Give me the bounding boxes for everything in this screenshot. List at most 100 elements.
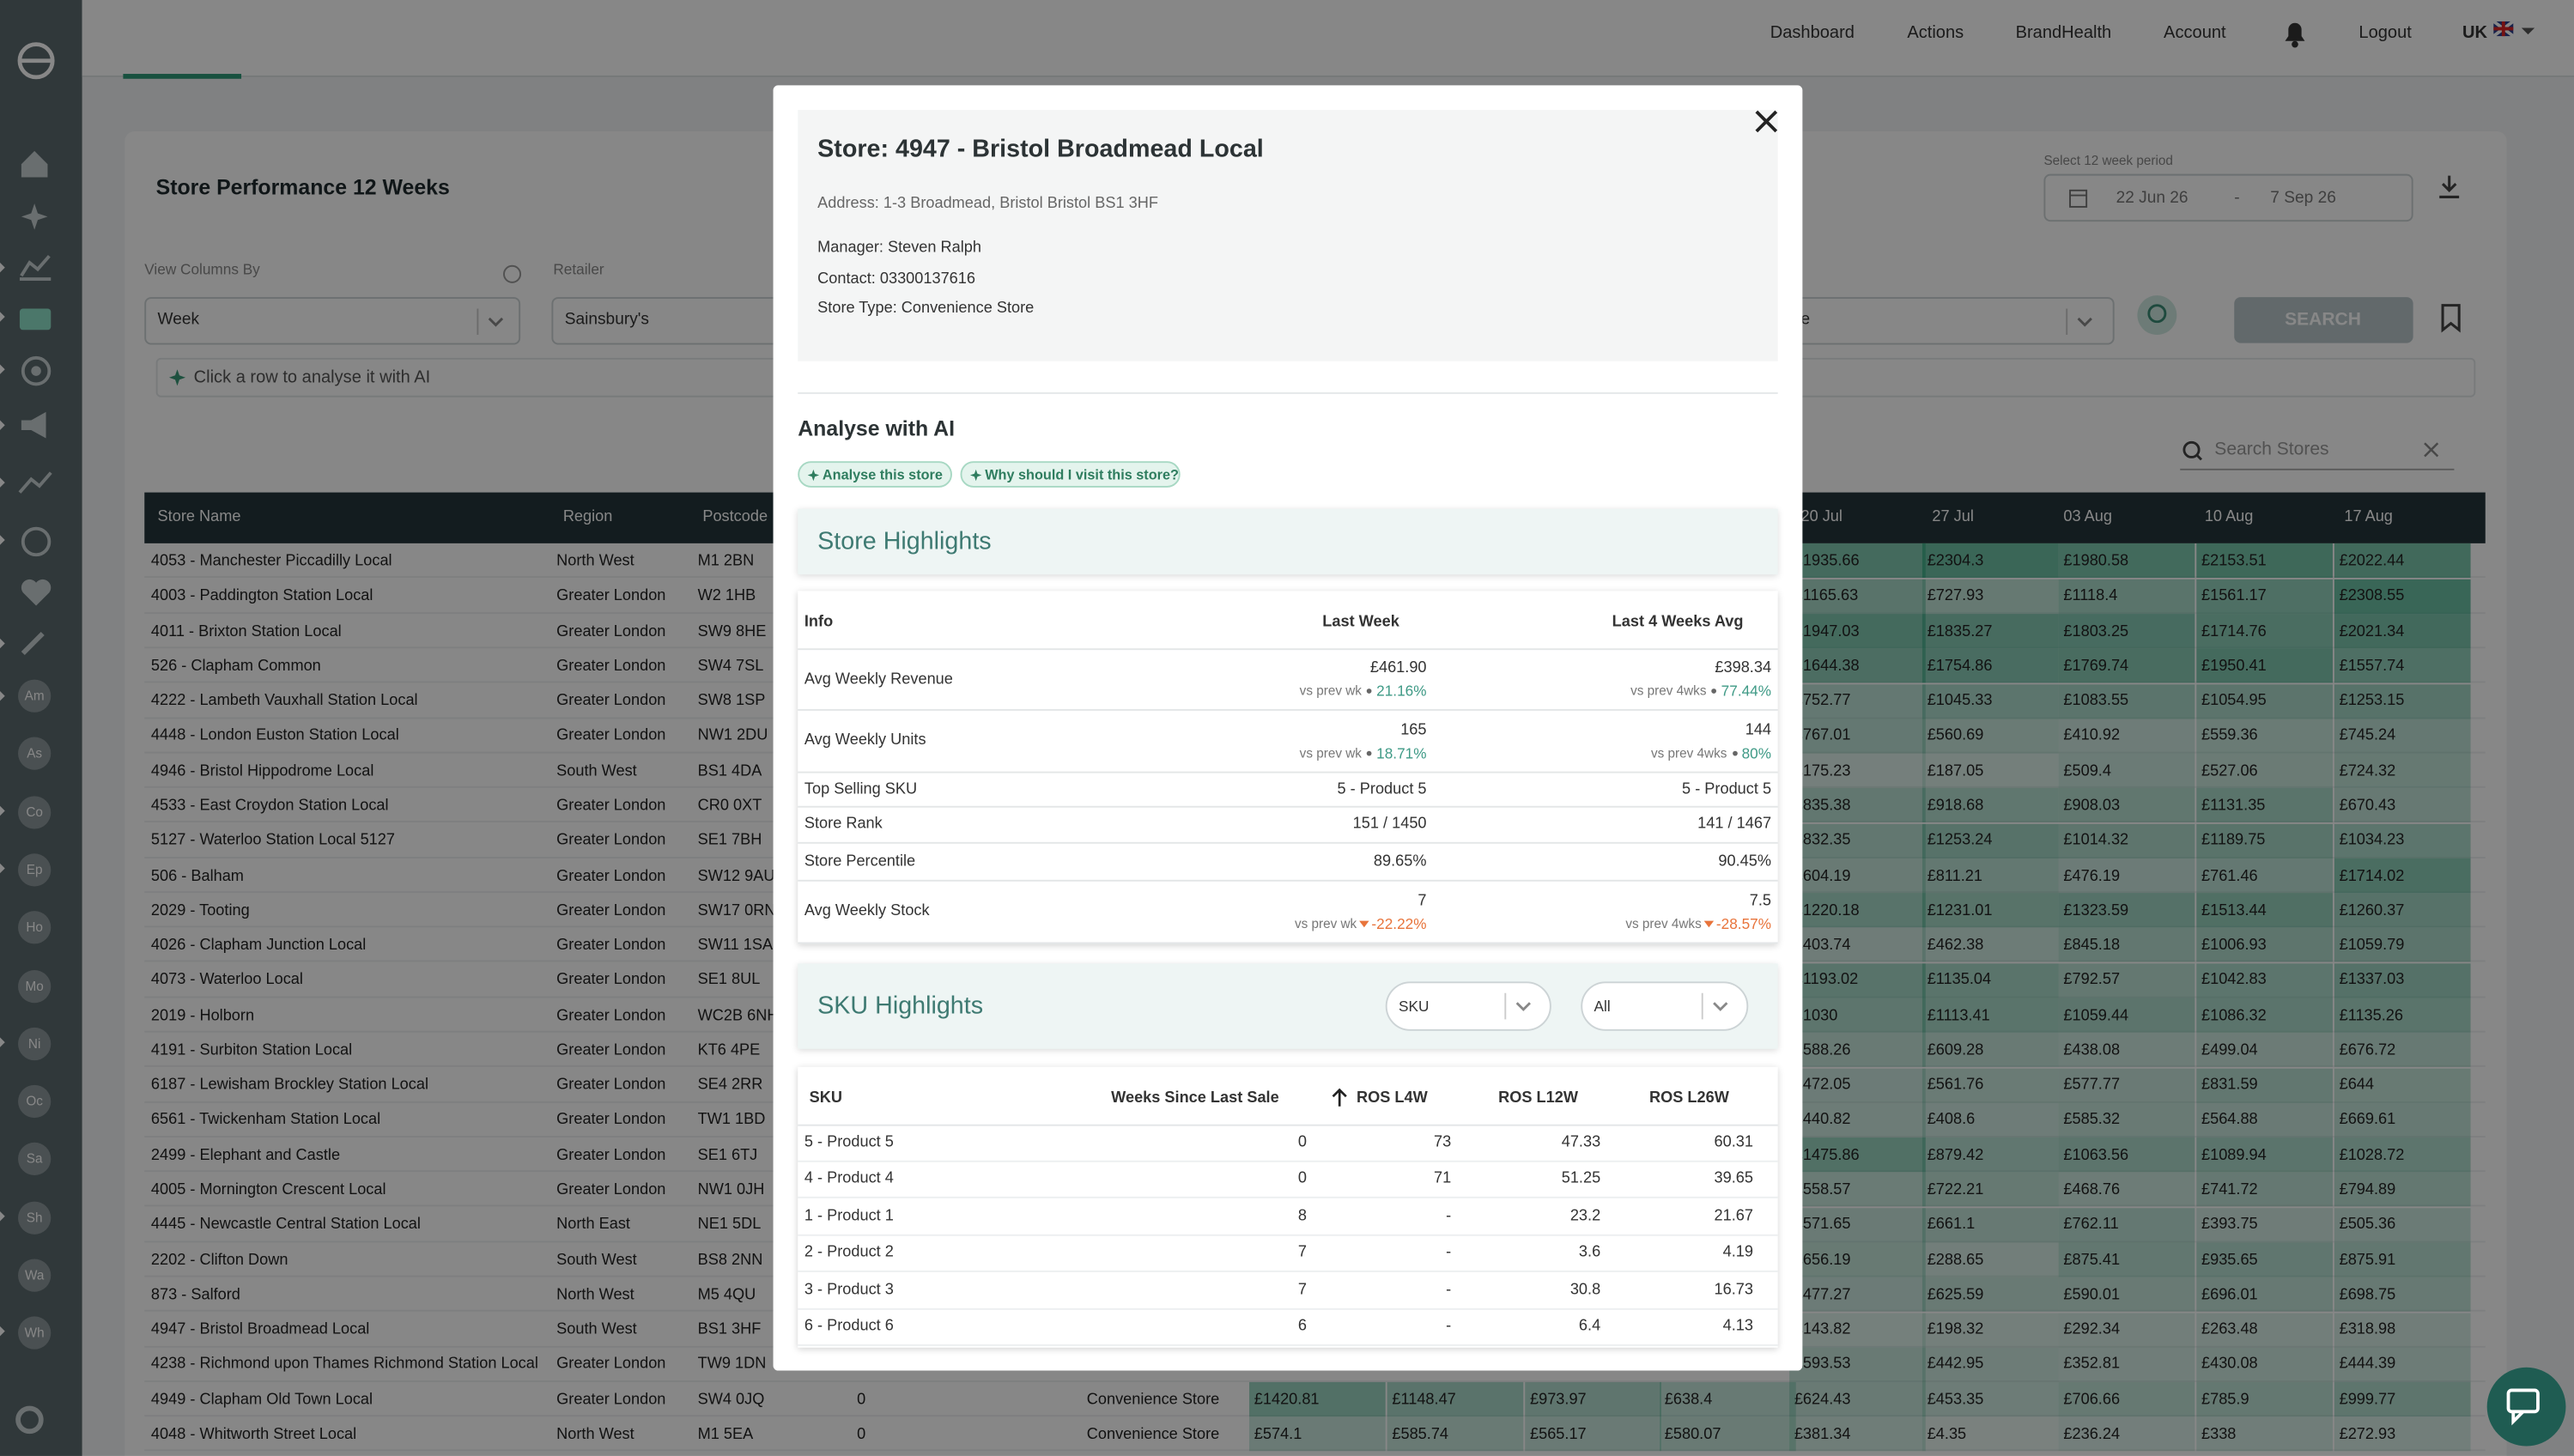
cell: £2022.44 (2339, 552, 2405, 571)
heat-cell (1921, 719, 2059, 754)
avatar[interactable] (18, 795, 52, 828)
table-row[interactable] (144, 1417, 2486, 1452)
heat-cell (2334, 788, 2471, 823)
highlight-value: 165 (1400, 720, 1427, 739)
cell: £560.69 (1927, 726, 1984, 745)
bell-icon[interactable] (2279, 16, 2311, 49)
avatar[interactable] (18, 1085, 52, 1119)
cell: SE1 7BH (697, 831, 762, 850)
column-header: 20 Jul (1800, 507, 1842, 526)
nav-link[interactable]: BrandHealth (2015, 22, 2112, 43)
cell: Convenience Store (1086, 1425, 1220, 1444)
cell: £561.76 (1927, 1076, 1984, 1095)
highlight-value: 7.5 (1749, 891, 1772, 910)
ai-action[interactable] (960, 461, 1181, 488)
heat-cell (1921, 1312, 2059, 1347)
avatar-label: Co (26, 804, 43, 820)
heat-cell (2058, 1102, 2195, 1138)
avatar[interactable] (18, 911, 52, 944)
cell: £352.81 (2063, 1356, 2121, 1374)
heat-cell (1789, 893, 1926, 928)
heat-cell (2334, 1102, 2471, 1138)
cell: £879.42 (1927, 1146, 1984, 1165)
heat-cell (2334, 823, 2471, 858)
dot-icon (1733, 749, 1738, 755)
cell: £559.36 (2201, 726, 2258, 745)
cell: BS1 3HF (697, 1320, 762, 1339)
heat-cell (2058, 962, 2195, 998)
close-button[interactable] (1753, 108, 1780, 135)
avatar[interactable] (18, 853, 52, 887)
nav-link[interactable]: Account (2164, 22, 2226, 43)
avatar[interactable] (18, 969, 52, 1003)
heat-cell (1789, 683, 1926, 719)
nav-link[interactable]: Actions (1907, 22, 1964, 43)
highlight-value: 7 (1418, 891, 1427, 910)
country-select[interactable]: UK (2462, 22, 2488, 43)
cell: £2304.3 (1927, 552, 1984, 571)
ai-action[interactable] (798, 461, 952, 488)
cell: TW9 1DN (697, 1356, 767, 1374)
heat-cell (2334, 1033, 2471, 1068)
avatar[interactable] (18, 1316, 52, 1350)
download-icon[interactable] (2436, 174, 2462, 201)
bookmark-icon[interactable] (2439, 304, 2462, 333)
heat-cell (2058, 613, 2195, 649)
cell: £1935.66 (1794, 552, 1860, 571)
cell: £835.38 (1794, 797, 1851, 816)
cell: 7 (1297, 1280, 1307, 1299)
all-select[interactable] (1581, 981, 1749, 1031)
heat-cell (2334, 858, 2471, 893)
nav-link[interactable]: Logout (2358, 22, 2412, 43)
heat-cell (2196, 1138, 2333, 1173)
compare-label: vs prev wk (1299, 745, 1362, 761)
store-type: Store Type: Convenience Store (817, 299, 1035, 318)
change-value: -22.22% (1371, 914, 1427, 932)
heat-cell (1921, 543, 2059, 579)
avatar[interactable] (18, 1259, 52, 1292)
row-label: Store Percentile (804, 852, 916, 871)
cell: £1561.17 (2201, 587, 2267, 606)
filter-value[interactable]: All (1594, 998, 1611, 1015)
sort-arrow[interactable] (1332, 1088, 1348, 1108)
cell: Greater London (556, 622, 666, 640)
highlights-table (798, 591, 1778, 944)
search-button[interactable]: SEARCH (2285, 310, 2361, 331)
heat-cell (2196, 998, 2333, 1033)
search-box[interactable] (2180, 437, 2459, 473)
heat-cell (1921, 1417, 2059, 1452)
sku-select[interactable] (1385, 981, 1551, 1031)
cell: £973.97 (1529, 1390, 1587, 1409)
column-header: Info (804, 613, 834, 632)
filter-value[interactable]: SKU (1399, 998, 1430, 1015)
heat-cell (1921, 1382, 2059, 1417)
heat-cell (1921, 1173, 2059, 1208)
cell: 506 - Balham (150, 866, 244, 885)
date-picker[interactable] (2043, 173, 2413, 222)
chat-button[interactable] (2486, 1366, 2568, 1448)
avatar[interactable] (18, 679, 52, 713)
cell: £381.34 (1794, 1425, 1851, 1444)
heat-cell (2334, 1173, 2471, 1208)
heat-cell (2058, 719, 2195, 754)
cell: £338 (2201, 1425, 2237, 1444)
table-row[interactable] (144, 1382, 2486, 1417)
column-header: 17 Aug (2344, 507, 2393, 526)
cell: Greater London (556, 901, 666, 920)
view-select[interactable] (144, 297, 521, 345)
cell: £745.24 (2339, 726, 2396, 745)
heat-cell (2196, 1173, 2333, 1208)
highlight-value: 5 - Product 5 (1337, 780, 1427, 798)
avatar[interactable] (18, 1200, 52, 1235)
avatar[interactable] (18, 737, 52, 771)
table-row[interactable] (144, 1347, 2486, 1382)
avatar[interactable] (18, 1143, 52, 1176)
lightbulb-button[interactable] (2134, 292, 2181, 338)
nav-link[interactable]: Dashboard (1770, 22, 1855, 43)
heat-cell (1789, 719, 1926, 754)
avatar[interactable] (18, 1027, 52, 1060)
cell: £722.21 (1927, 1180, 1984, 1199)
cell: £698.75 (2339, 1285, 2396, 1304)
cell: £175.23 (1794, 761, 1851, 780)
heat-cell (2058, 543, 2195, 579)
